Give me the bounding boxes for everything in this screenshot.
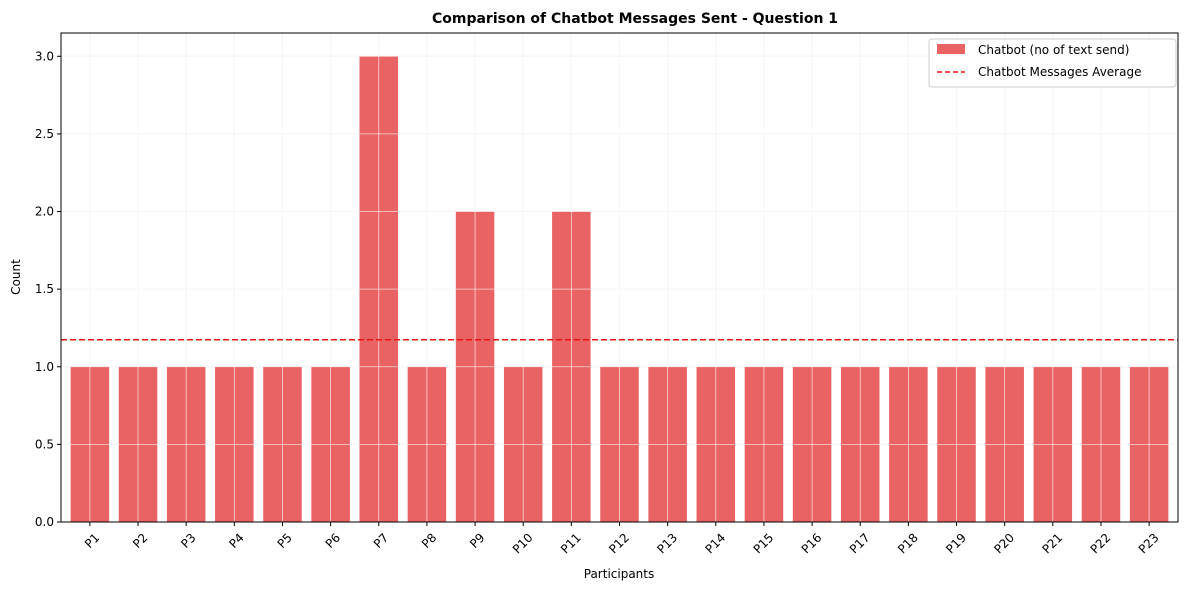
x-tick-label: P6 — [323, 531, 343, 551]
x-tick-label: P17 — [847, 531, 873, 557]
y-tick-label: 3.0 — [35, 49, 54, 63]
x-tick-label: P5 — [275, 531, 295, 551]
overlay-grid — [61, 33, 1178, 523]
x-tick-label: P21 — [1039, 531, 1065, 557]
x-tick-label: P8 — [419, 531, 439, 551]
x-tick-label: P10 — [510, 531, 536, 557]
y-axis-label: Count — [9, 259, 23, 295]
y-axis: 0.0 0.5 1.0 1.5 2.0 2.5 3.0 — [35, 49, 61, 529]
x-tick-label: P23 — [1136, 531, 1162, 557]
legend-box — [928, 38, 1177, 88]
x-tick-label: P13 — [654, 531, 680, 557]
x-axis: P1 P2 P3 P4 P5 P6 P7 P8 P9 P10 P11 P12 P13 P14 P15 P16 P… — [82, 522, 1162, 556]
y-tick-label: 1.0 — [35, 360, 54, 374]
x-tick-label: P14 — [702, 531, 728, 557]
x-tick-label: P7 — [371, 531, 391, 551]
y-tick-label: 1.5 — [35, 282, 54, 296]
x-tick-label: P15 — [751, 531, 777, 557]
x-tick-label: P20 — [991, 531, 1017, 557]
chart-title: Comparison of Chatbot Messages Sent - Qu… — [432, 11, 838, 27]
legend-bar-swatch — [937, 44, 965, 54]
x-tick-label: P22 — [1088, 531, 1114, 557]
x-tick-label: P16 — [799, 531, 825, 557]
x-axis-label: Participants — [584, 567, 655, 581]
x-tick-label: P18 — [895, 531, 921, 557]
x-tick-label: P4 — [226, 531, 246, 551]
y-tick-label: 2.5 — [35, 127, 54, 141]
x-tick-label: P12 — [606, 531, 632, 557]
x-tick-label: P9 — [467, 531, 487, 551]
legend-label-average: Chatbot Messages Average — [978, 65, 1141, 79]
x-tick-label: P2 — [130, 531, 150, 551]
x-tick-label: P19 — [943, 531, 969, 557]
y-tick-label: 0.0 — [35, 515, 54, 529]
y-tick-label: 2.0 — [35, 205, 54, 219]
x-tick-label: P11 — [558, 531, 584, 557]
y-tick-label: 0.5 — [35, 437, 54, 451]
x-tick-label: P1 — [82, 531, 102, 551]
legend-label-bars: Chatbot (no of text send) — [978, 43, 1129, 57]
legend: Chatbot (no of text send) Chatbot Messag… — [928, 38, 1177, 88]
x-tick-label: P3 — [178, 531, 198, 551]
